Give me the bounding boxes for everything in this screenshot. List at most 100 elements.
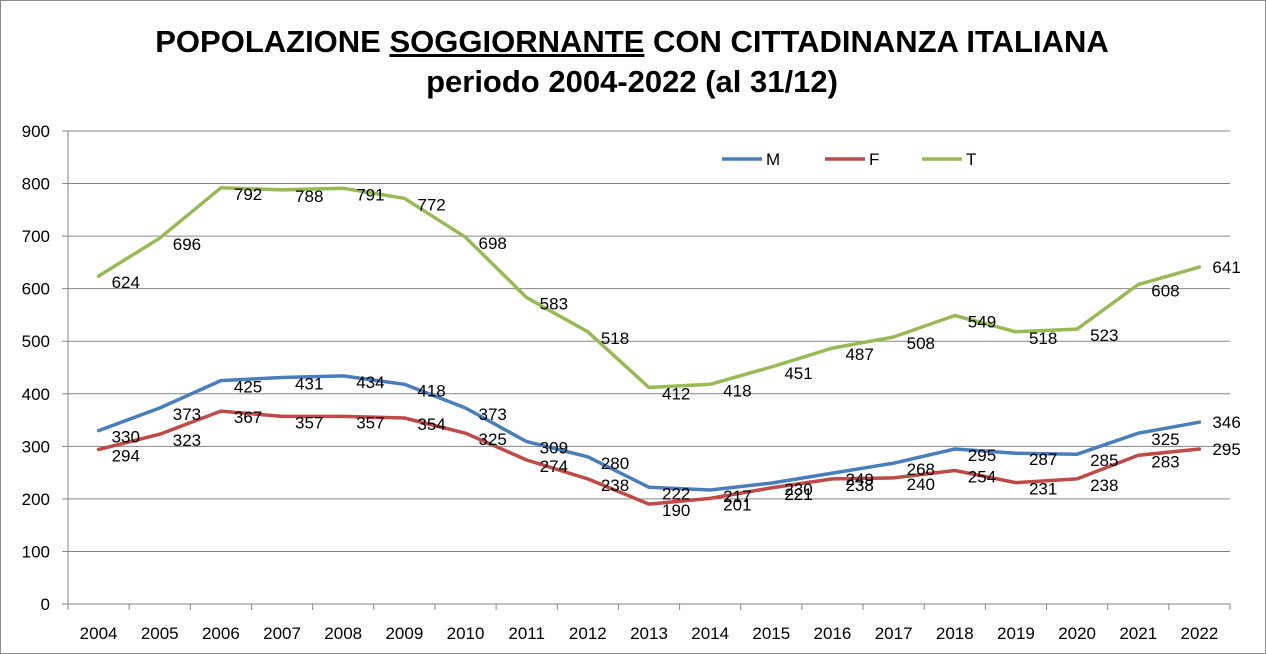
data-label-M: 280 xyxy=(601,454,629,473)
x-tick-label: 2005 xyxy=(141,624,179,643)
data-label-F: 323 xyxy=(173,431,201,450)
data-label-F: 221 xyxy=(784,485,812,504)
title-line1-before: POPOLAZIONE xyxy=(155,24,390,59)
y-tick-label: 200 xyxy=(22,490,50,509)
data-label-M: 217 xyxy=(723,487,751,506)
series-lines xyxy=(96,186,1202,506)
data-label-M: 346 xyxy=(1212,413,1240,432)
axes: 0 100 200 300 400 500 600 700 800 900 2004 2005 2006… xyxy=(22,122,1231,643)
data-label-F: 295 xyxy=(1212,440,1240,459)
x-tick-label: 2011 xyxy=(508,624,545,643)
data-label-M: 285 xyxy=(1090,451,1118,470)
x-tick-label: 2022 xyxy=(1181,624,1219,643)
data-label-F: 231 xyxy=(1029,480,1057,499)
y-tick-label: 900 xyxy=(22,122,50,141)
x-tick-label: 2020 xyxy=(1058,624,1096,643)
x-tick-label: 2019 xyxy=(997,624,1035,643)
data-label-M: 434 xyxy=(356,373,384,392)
legend-label-T: T xyxy=(966,150,976,169)
data-label-F: 325 xyxy=(479,430,507,449)
data-label-M: 268 xyxy=(907,460,935,479)
data-label-M: 325 xyxy=(1151,430,1179,449)
data-label-M: 425 xyxy=(234,378,262,397)
data-label-T: 583 xyxy=(540,295,568,314)
data-label-F: 238 xyxy=(601,476,629,495)
data-label-T: 698 xyxy=(479,234,507,253)
x-tick-label: 2004 xyxy=(80,624,118,643)
x-tick-label: 2009 xyxy=(385,624,423,643)
data-label-F: 240 xyxy=(907,475,935,494)
data-label-T: 696 xyxy=(173,235,201,254)
legend-label-M: M xyxy=(766,150,780,169)
x-tick-label: 2014 xyxy=(691,624,729,643)
data-label-M: 309 xyxy=(540,439,568,458)
y-tick-label: 100 xyxy=(22,542,50,561)
y-tick-label: 400 xyxy=(22,385,50,404)
data-label-F: 274 xyxy=(540,457,568,476)
y-tick-label: 500 xyxy=(22,332,50,351)
x-tick-label: 2015 xyxy=(752,624,790,643)
gridlines xyxy=(68,130,1230,552)
data-label-F: 367 xyxy=(234,408,262,427)
data-label-T: 508 xyxy=(907,334,935,353)
series-line-M xyxy=(96,374,1202,492)
data-label-M: 287 xyxy=(1029,450,1057,469)
x-tick-label: 2021 xyxy=(1119,624,1157,643)
x-tick-label: 2007 xyxy=(263,624,301,643)
data-label-M: 295 xyxy=(968,446,996,465)
data-label-F: 238 xyxy=(1090,476,1118,495)
title-line1-underlined: SOGGIORNANTE xyxy=(389,24,645,59)
y-tick-label: 800 xyxy=(22,175,50,194)
x-tick-label: 2006 xyxy=(202,624,240,643)
data-label-T: 641 xyxy=(1212,258,1240,277)
x-tick-label: 2008 xyxy=(324,624,362,643)
x-tick-label: 2017 xyxy=(875,624,913,643)
data-label-M: 330 xyxy=(112,428,140,447)
data-label-T: 549 xyxy=(968,312,996,331)
data-label-T: 608 xyxy=(1151,281,1179,300)
data-label-T: 418 xyxy=(723,381,751,400)
data-label-M: 230 xyxy=(784,480,812,499)
data-label-F: 238 xyxy=(845,476,873,495)
series-line-F xyxy=(96,409,1202,506)
series-line-T xyxy=(96,186,1202,390)
chart-title: POPOLAZIONE SOGGIORNANTE CON CITTADINANZ… xyxy=(0,22,1264,102)
data-label-F: 190 xyxy=(662,501,690,520)
data-label-T: 451 xyxy=(784,364,812,383)
y-tick-label: 700 xyxy=(22,227,50,246)
data-label-T: 518 xyxy=(601,329,629,348)
x-tick-label: 2016 xyxy=(814,624,852,643)
y-tick-label: 300 xyxy=(22,437,50,456)
data-label-M: 249 xyxy=(845,470,873,489)
data-label-T: 791 xyxy=(356,185,384,204)
data-label-F: 357 xyxy=(356,413,384,432)
data-label-M: 431 xyxy=(295,374,323,393)
title-line1-after: CON CITTADINANZA ITALIANA xyxy=(644,24,1109,59)
x-tick-label: 2013 xyxy=(630,624,668,643)
data-label-M: 373 xyxy=(479,405,507,424)
x-tick-label: 2010 xyxy=(447,624,485,643)
data-label-T: 792 xyxy=(234,185,262,204)
data-label-F: 201 xyxy=(723,495,751,514)
data-label-F: 357 xyxy=(295,413,323,432)
data-label-T: 412 xyxy=(662,384,690,403)
data-label-M: 418 xyxy=(417,381,445,400)
title-line2: periodo 2004-2022 (al 31/12) xyxy=(426,64,838,99)
x-tick-label: 2012 xyxy=(569,624,607,643)
data-label-F: 254 xyxy=(968,468,996,487)
data-label-T: 523 xyxy=(1090,326,1118,345)
data-label-T: 518 xyxy=(1029,329,1057,348)
data-label-T: 772 xyxy=(417,195,445,214)
data-label-F: 294 xyxy=(112,446,140,465)
data-label-F: 283 xyxy=(1151,452,1179,471)
data-label-T: 788 xyxy=(295,187,323,206)
y-tick-label: 0 xyxy=(41,595,50,614)
y-tick-label: 600 xyxy=(22,280,50,299)
data-label-T: 624 xyxy=(112,273,140,292)
x-tick-label: 2018 xyxy=(936,624,974,643)
data-label-T: 487 xyxy=(845,345,873,364)
